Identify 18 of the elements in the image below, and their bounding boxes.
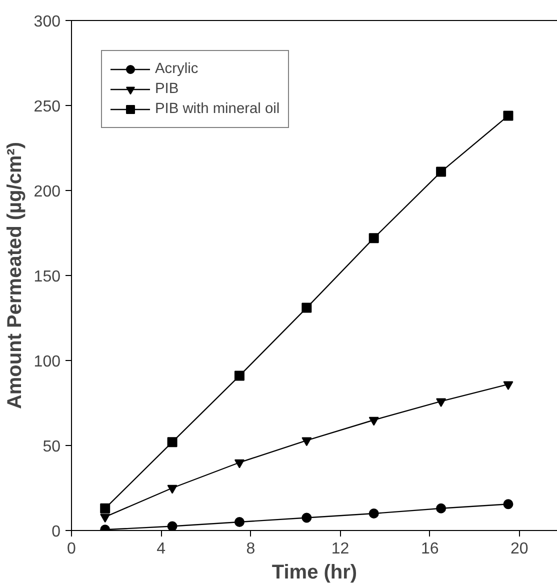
x-tick-label: 0 bbox=[67, 540, 76, 558]
x-tick-label: 16 bbox=[420, 540, 439, 558]
y-tick-label: 150 bbox=[34, 268, 61, 286]
y-axis-title: Amount Permeated (µg/cm²) bbox=[4, 142, 26, 410]
y-tick-label: 300 bbox=[34, 14, 61, 30]
legend-label: PIB bbox=[155, 81, 179, 97]
x-tick-label: 20 bbox=[510, 540, 528, 558]
x-tick-label: 4 bbox=[156, 540, 166, 558]
y-tick-label: 100 bbox=[34, 354, 61, 370]
x-tick-label: 12 bbox=[331, 540, 350, 558]
y-tick-label: 0 bbox=[52, 524, 61, 540]
y-tick-label: 50 bbox=[42, 438, 61, 456]
x-axis-title: Time (hr) bbox=[272, 562, 358, 584]
y-tick-label: 250 bbox=[34, 98, 61, 116]
legend-label: PIB with mineral oil bbox=[155, 101, 280, 117]
x-tick-label: 8 bbox=[246, 540, 256, 558]
legend-label: Acrylic bbox=[155, 61, 198, 77]
y-tick-label: 200 bbox=[34, 184, 61, 200]
